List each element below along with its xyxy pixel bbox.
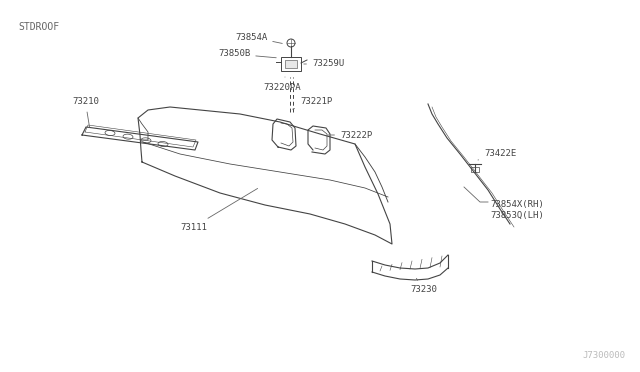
- Text: 73222P: 73222P: [328, 131, 372, 140]
- Text: 73854X(RH)
73853Q(LH): 73854X(RH) 73853Q(LH): [490, 200, 544, 220]
- Text: 73230: 73230: [410, 278, 437, 295]
- Bar: [471, 167, 479, 172]
- Bar: [285, 60, 297, 68]
- Ellipse shape: [141, 138, 151, 143]
- Ellipse shape: [158, 141, 168, 147]
- Text: 73221P: 73221P: [292, 97, 332, 109]
- Ellipse shape: [105, 131, 115, 135]
- Text: 73259U: 73259U: [304, 60, 344, 68]
- Text: 73854A: 73854A: [235, 32, 282, 44]
- Text: 73111: 73111: [180, 189, 258, 231]
- Text: STDROOF: STDROOF: [18, 22, 59, 32]
- Circle shape: [287, 39, 295, 47]
- Text: J7300000: J7300000: [582, 351, 625, 360]
- Text: 73220PA: 73220PA: [263, 77, 301, 92]
- Text: 73210: 73210: [72, 97, 99, 127]
- Bar: [281, 57, 301, 71]
- Text: 73850B: 73850B: [218, 49, 276, 58]
- Text: 73422E: 73422E: [478, 150, 516, 160]
- Ellipse shape: [123, 134, 133, 139]
